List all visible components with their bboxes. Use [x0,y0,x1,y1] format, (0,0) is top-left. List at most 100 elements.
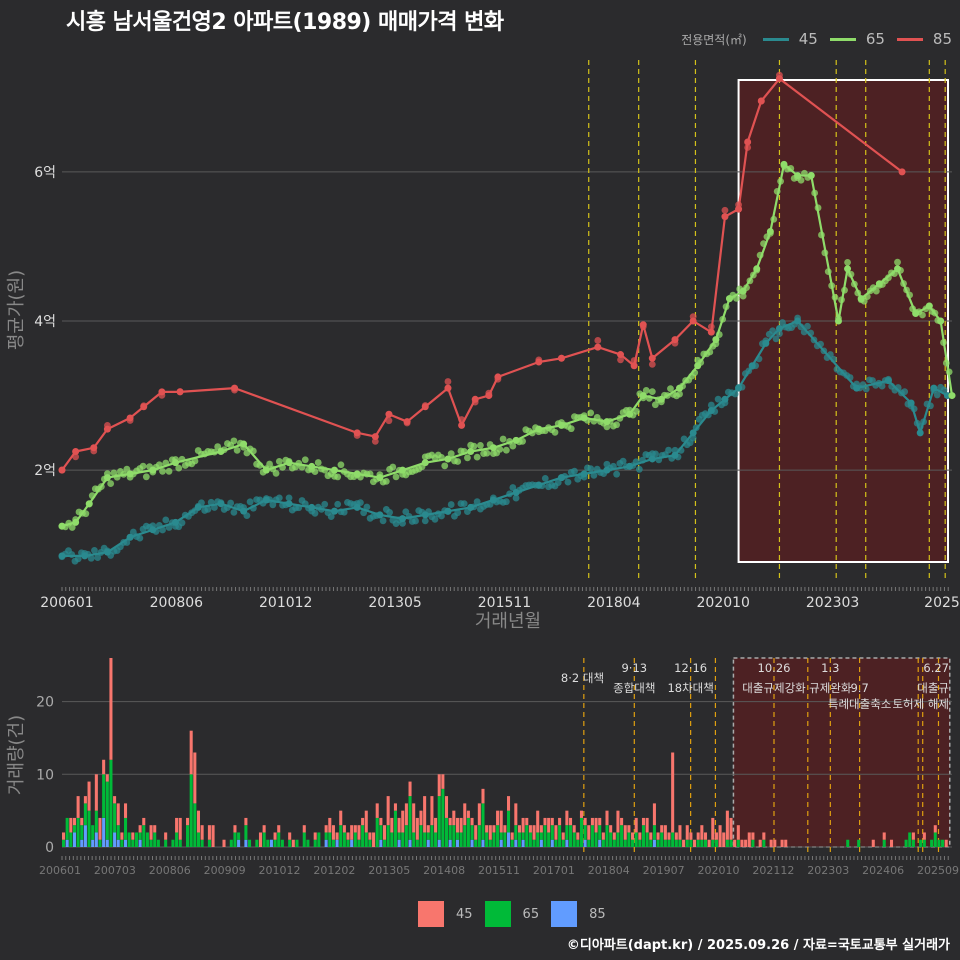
volume-bar-65 [532,839,536,847]
volume-bar-65 [620,825,624,847]
volume-bar-65 [598,825,602,840]
volume-bar-85 [645,817,649,833]
bottom-legend-swatch-45 [418,901,444,927]
volume-bar-65 [171,839,175,847]
volume-bar-65 [536,832,540,847]
volume-bar-85 [408,781,412,797]
volume-bar-65 [248,839,252,847]
volume-bar-65 [590,825,594,847]
scatter-point-65 [551,428,559,436]
series-point-45 [689,429,697,437]
volume-bar-85 [393,803,397,811]
volume-bar-65 [631,839,635,847]
volume-bar-85 [463,803,467,826]
volume-bar-65 [623,839,627,847]
volume-bar-65 [550,825,554,840]
scatter-point-65 [382,477,390,485]
volume-bar-65 [313,839,317,847]
series-point-85 [671,336,679,344]
volume-bar-45 [72,832,76,847]
x-tick-label: 201804 [587,595,641,611]
volume-x-tick-label: 200909 [204,864,246,877]
volume-bar-65 [368,839,372,847]
volume-bar-85 [258,832,263,847]
volume-bar-85 [499,810,503,833]
scatter-point-65 [894,258,901,266]
volume-bar-65 [178,839,182,847]
volume-bar-85 [131,832,135,840]
scatter-point-45 [862,385,870,393]
volume-bar-45 [539,839,543,847]
series-point-65 [694,362,702,370]
volume-bar-85 [525,817,529,826]
series-point-45 [535,481,543,489]
volume-bar-85 [561,832,565,840]
volume-bar-65 [397,832,401,840]
source-caption: ©디아파트(dapt.kr) / 2025.09.26 / 자료=국토교통부 실… [566,938,950,953]
volume-bar-85 [762,832,766,840]
scatter-point-85 [721,206,729,214]
volume-bar-85 [382,825,387,840]
volume-bar-65 [485,832,489,847]
volume-bar-65 [175,832,179,847]
volume-x-tick-label: 201701 [533,864,575,877]
scatter-point-65 [165,467,173,475]
volume-bar-85 [543,817,547,826]
volume-bar-65 [930,839,934,847]
volume-bar-65 [667,839,671,847]
volume-bar-65 [149,839,153,847]
volume-bar-85 [689,832,693,840]
volume-bar-65 [189,774,193,847]
scatter-point-45 [619,457,627,465]
series-point-45 [353,503,361,511]
policy-annotation: 대출규 [917,681,949,695]
volume-bar-65 [273,839,277,847]
volume-bar-65 [517,832,521,847]
volume-bar-85 [594,817,598,833]
scatter-point-65 [389,463,397,471]
volume-bar-65 [200,839,204,847]
volume-bar-65 [120,839,124,847]
volume-bar-85 [539,825,543,833]
volume-bar-65 [554,839,558,847]
volume-bar-85 [744,839,748,847]
volume-bar-85 [620,817,624,826]
volume-bar-65 [386,825,390,847]
volume-bar-85 [616,810,620,833]
legend-label-65: 65 [865,30,885,48]
legend-label-45: 45 [798,30,818,48]
volume-bar-65 [415,839,419,847]
series-point-65 [948,392,956,400]
volume-bar-65 [645,832,649,847]
volume-bar-85 [262,825,266,833]
volume-bar-85 [477,803,481,826]
volume-bar-85 [510,832,514,840]
series-point-65 [240,440,248,448]
scatter-point-65 [872,287,880,295]
volume-bar-85 [277,825,281,833]
series-point-45 [444,507,452,515]
scatter-point-65 [667,385,674,393]
scatter-point-65 [470,442,478,450]
volume-bar-85 [569,817,573,826]
scatter-point-45 [869,377,876,384]
volume-bar-65 [663,839,667,847]
series-point-65 [657,395,665,403]
volume-bar-65 [492,832,496,847]
volume-bar-65 [496,825,500,847]
volume-bar-65 [641,825,646,847]
volume-bar-85 [375,803,379,818]
series-point-65 [580,414,588,422]
volume-bar-45 [583,839,587,847]
scatter-point-45 [386,509,393,516]
scatter-point-85 [617,356,624,364]
volume-bar-85 [550,817,554,826]
series-point-65 [834,317,842,325]
volume-bar-65 [262,832,266,847]
volume-bar-65 [83,803,87,826]
volume-bar-65 [331,839,335,847]
volume-bar-65 [145,832,149,847]
volume-bar-65 [481,803,485,840]
volume-bar-85 [390,817,394,833]
series-point-45 [884,377,892,385]
